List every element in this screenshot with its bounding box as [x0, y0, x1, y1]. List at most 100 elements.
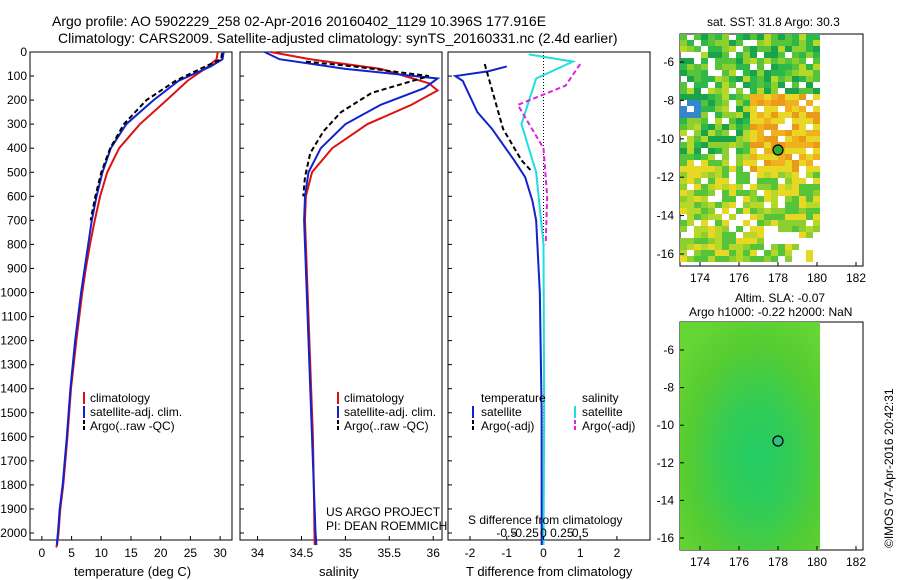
sst-cell: [687, 46, 694, 52]
sst-cell: [785, 34, 792, 40]
sst-cell: [708, 88, 715, 94]
sst-cell: [799, 160, 806, 166]
sst-cell: [806, 130, 813, 136]
sst-cell: [750, 100, 757, 106]
legend-title-temperature: temperature: [481, 391, 546, 405]
lat-tick-label: -6: [663, 343, 674, 357]
sst-cell: [799, 94, 806, 100]
sst-cell: [764, 94, 771, 100]
temperature-panel: [29, 51, 233, 541]
sst-cell: [785, 154, 792, 160]
sst-cell: [694, 112, 701, 118]
sst-cell: [736, 178, 743, 184]
sst-cell: [736, 172, 743, 178]
sst-cell: [778, 166, 785, 172]
sst-cell: [764, 106, 771, 112]
sst-cell: [722, 142, 729, 148]
sst-cell: [687, 238, 694, 244]
sst-cell: [694, 166, 701, 172]
sst-cell: [694, 244, 701, 250]
sst-cell: [778, 208, 785, 214]
sst-cell: [799, 196, 806, 202]
sst-cell: [715, 106, 722, 112]
x-tick-label: 35: [339, 546, 353, 560]
sst-cell: [722, 82, 729, 88]
sst-cell: [792, 178, 799, 184]
sst-cell: [750, 106, 757, 112]
sst-cell: [806, 118, 813, 124]
sst-cell: [722, 64, 729, 70]
sst-cell: [764, 70, 771, 76]
sst-cell: [799, 34, 806, 40]
salinity-series: [264, 51, 441, 546]
sst-cell: [799, 184, 806, 190]
sst-cell: [799, 232, 806, 238]
sst-cell: [813, 220, 820, 226]
salinity-legend: climatology satellite-adj. clim. Argo(..…: [337, 391, 436, 433]
sst-cell: [750, 232, 757, 238]
sst-cell: [722, 190, 729, 196]
series-line: [270, 51, 440, 546]
sst-cell: [785, 160, 792, 166]
sst-cell: [722, 34, 729, 40]
sst-cell: [792, 226, 799, 232]
sst-cell: [757, 172, 764, 178]
sst-cell: [799, 52, 806, 58]
sst-cell: [771, 202, 778, 208]
sst-cell: [729, 46, 736, 52]
sst-cell: [785, 142, 792, 148]
sst-cell: [708, 214, 715, 220]
sst-cell: [722, 178, 729, 184]
legend-label-sal-satellite: satellite: [582, 405, 623, 419]
sst-cell: [778, 46, 785, 52]
sst-cell: [729, 196, 736, 202]
depth-tick-label: 1100: [1, 310, 27, 324]
sst-cell: [743, 202, 750, 208]
sst-cell: [715, 256, 722, 262]
sst-cell: [813, 76, 820, 82]
sst-cell: [792, 184, 799, 190]
x-tick-label: -2: [465, 546, 476, 560]
sst-cell: [729, 58, 736, 64]
lon-tick-label: 180: [807, 271, 827, 285]
sst-cell: [792, 40, 799, 46]
sst-cell: [771, 190, 778, 196]
sst-cell: [736, 88, 743, 94]
sst-cell: [778, 100, 785, 106]
depth-tick-label: 200: [7, 93, 27, 107]
sst-cell: [813, 214, 820, 220]
sst-cell: [680, 118, 687, 124]
sst-cell: [785, 40, 792, 46]
sst-cell: [729, 250, 736, 256]
sst-cell: [750, 244, 757, 250]
sst-cell: [715, 124, 722, 130]
sst-cell: [792, 136, 799, 142]
lat-tick-label: -8: [663, 93, 674, 107]
sst-cell: [806, 52, 813, 58]
sst-cell: [799, 46, 806, 52]
sst-cell: [736, 226, 743, 232]
sst-cell: [708, 106, 715, 112]
sst-cell: [687, 208, 694, 214]
sst-cell: [785, 88, 792, 94]
sst-cell: [757, 214, 764, 220]
sst-cell: [743, 196, 750, 202]
sst-cell: [729, 238, 736, 244]
sst-cell: [715, 184, 722, 190]
sst-cell: [694, 250, 701, 256]
sst-cell: [715, 64, 722, 70]
sst-cell: [806, 160, 813, 166]
sst-cell: [757, 58, 764, 64]
sst-cell: [813, 178, 820, 184]
sst-cell: [750, 70, 757, 76]
sst-cell: [736, 136, 743, 142]
sst-cell: [799, 124, 806, 130]
sst-cell: [799, 64, 806, 70]
sst-cell: [694, 34, 701, 40]
sst-cell: [778, 190, 785, 196]
sst-cell: [680, 94, 687, 100]
sst-cell: [701, 40, 708, 46]
sst-cell: [736, 100, 743, 106]
sst-cell: [743, 76, 750, 82]
sst-cell: [757, 238, 764, 244]
